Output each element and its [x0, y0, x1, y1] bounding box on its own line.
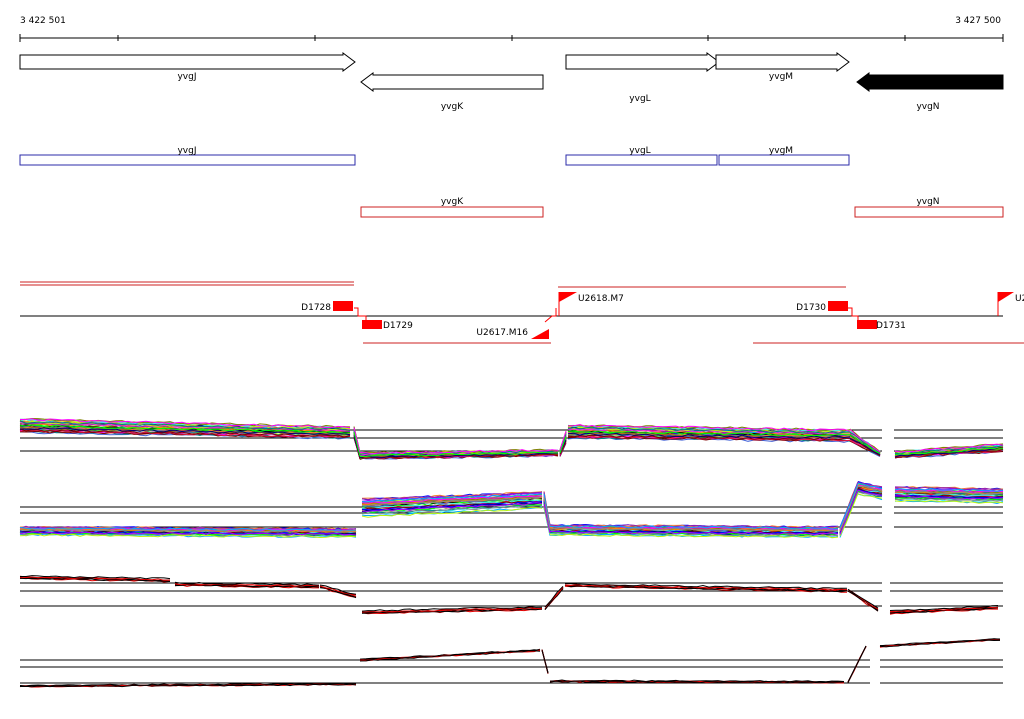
segment-label-yvgm: yvgM	[769, 146, 793, 156]
marker-label-u2617-m16: U2617.M16	[476, 328, 528, 338]
expression-panel-summary-plus	[19, 575, 1003, 615]
segment-minus-yvgk[interactable]: yvgK	[360, 197, 544, 218]
gene-arrow-yvgl[interactable]: yvgL	[565, 52, 720, 104]
coordinate-ruler: 3 422 501 3 427 500	[19, 16, 1004, 42]
segment-label-yvgk: yvgK	[441, 197, 464, 207]
minus-strand-segments: yvgK yvgN	[360, 197, 1004, 218]
marker-label-u2: U2	[1015, 294, 1024, 304]
segment-label-yvgj: yvgJ	[177, 146, 196, 156]
gene-label-yvgn: yvgN	[916, 102, 939, 112]
segment-plus-yvgj[interactable]: yvgJ	[19, 146, 356, 166]
expression-trace	[19, 482, 1004, 532]
expression-trace	[19, 639, 1001, 688]
expression-trace	[19, 485, 1004, 533]
marker-track: D1728 D1729 U2617.M16 U2618.M7 D1730 D17…	[20, 281, 1024, 344]
expression-trace	[19, 424, 1004, 458]
gene-arrow-yvgn[interactable]: yvgN	[856, 72, 1004, 112]
marker-u2[interactable]: U2	[997, 292, 1024, 316]
gene-arrow-yvgk[interactable]: yvgK	[360, 72, 544, 112]
segment-label-yvgl: yvgL	[629, 146, 650, 156]
gene-track: yvgJ yvgK yvgL yvgM yvgN	[19, 52, 1004, 112]
expression-trace	[19, 427, 1004, 459]
marker-label-d1730: D1730	[796, 303, 826, 313]
gene-label-yvgl: yvgL	[629, 94, 650, 104]
segment-label-yvgn: yvgN	[916, 197, 939, 207]
expression-traces-minus	[19, 481, 1004, 539]
gene-label-yvgm: yvgM	[769, 72, 793, 82]
gene-label-yvgj: yvgJ	[177, 72, 196, 82]
expression-panels	[19, 417, 1004, 688]
expression-summary-traces-minus	[19, 638, 1001, 688]
expression-trace	[20, 575, 999, 612]
expression-summary-traces-plus	[19, 575, 999, 615]
expression-trace	[19, 638, 1001, 687]
expression-panel-plus	[19, 417, 1004, 460]
marker-d1730[interactable]: D1730	[796, 301, 848, 313]
expression-trace	[19, 576, 999, 613]
marker-d1728[interactable]: D1728	[301, 301, 353, 313]
expression-trace	[19, 639, 1000, 688]
marker-label-d1731: D1731	[876, 321, 906, 331]
ruler-end-label: 3 427 500	[955, 16, 1001, 26]
expression-traces-plus	[19, 417, 1004, 460]
segment-plus-yvgl[interactable]: yvgL	[565, 146, 718, 166]
marker-d1729[interactable]: D1729	[362, 320, 413, 331]
expression-trace	[19, 638, 1001, 687]
marker-u2618-m7[interactable]: U2618.M7	[558, 292, 624, 316]
expression-trace	[20, 418, 1004, 455]
marker-label-d1729: D1729	[383, 321, 413, 331]
marker-d1731[interactable]: D1731	[857, 320, 906, 331]
plus-strand-segments: yvgJ yvgL yvgM	[19, 146, 850, 166]
segment-minus-yvgn[interactable]: yvgN	[854, 197, 1004, 218]
expression-panel-summary-minus	[19, 638, 1003, 688]
segment-plus-yvgm[interactable]: yvgM	[718, 146, 850, 166]
gene-arrow-yvgm[interactable]: yvgM	[715, 52, 850, 82]
expression-panel-minus	[19, 481, 1004, 539]
expression-trace	[19, 577, 999, 614]
ruler-start-label: 3 422 501	[20, 16, 66, 26]
gene-label-yvgk: yvgK	[441, 102, 464, 112]
expression-trace	[19, 638, 1001, 688]
expression-trace	[19, 639, 1001, 688]
gene-arrow-yvgj[interactable]: yvgJ	[19, 52, 356, 82]
marker-u2617-m16[interactable]: U2617.M16	[476, 328, 549, 339]
marker-label-d1728: D1728	[301, 303, 331, 313]
expression-trace	[19, 489, 1004, 536]
marker-label-u2618-m7: U2618.M7	[578, 294, 624, 304]
